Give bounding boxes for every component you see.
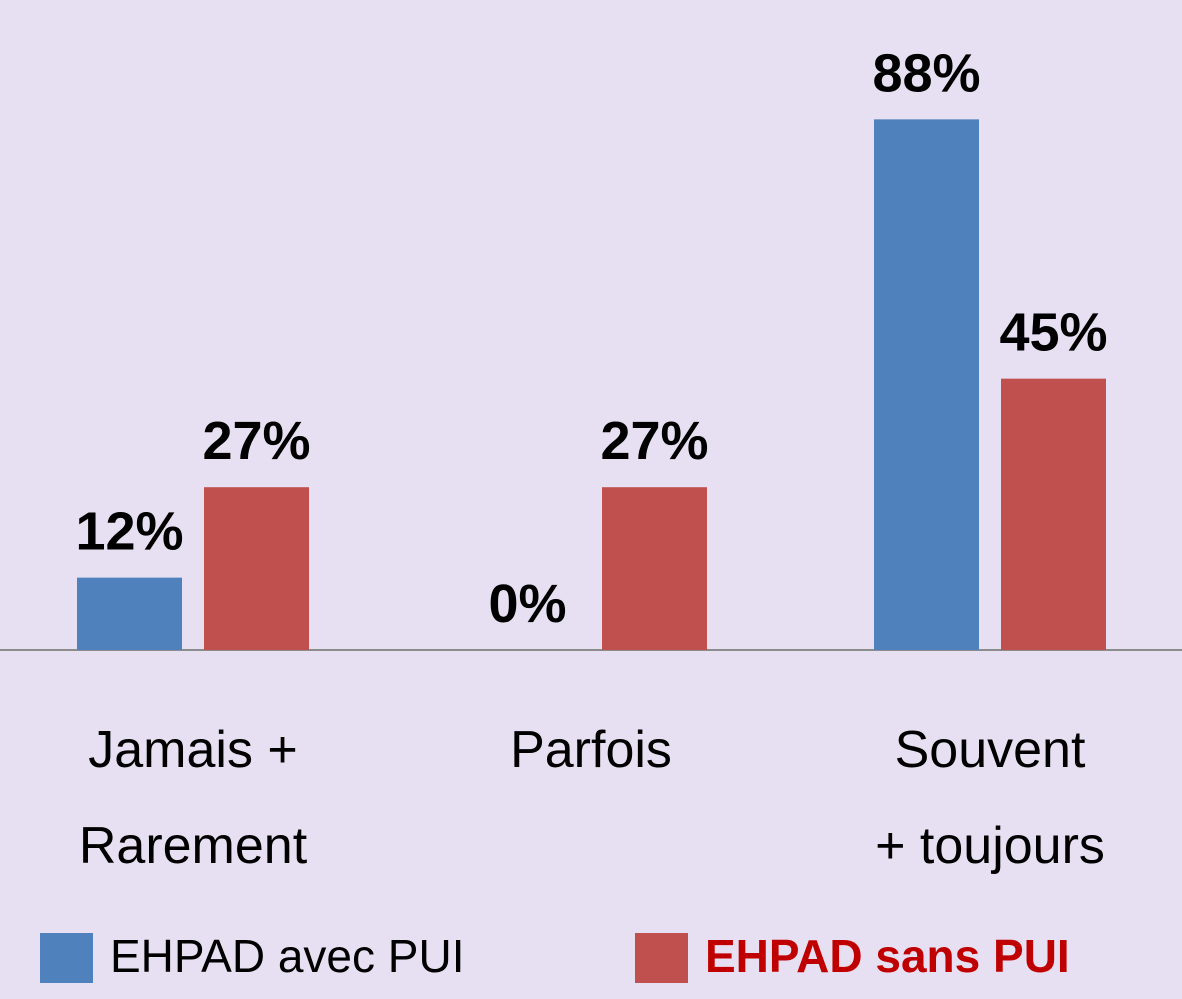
value-label: 88% (872, 43, 980, 103)
bar (874, 119, 979, 651)
legend-swatch (635, 933, 688, 983)
bar (602, 487, 707, 650)
value-label: 27% (600, 411, 708, 471)
bar (1001, 378, 1106, 650)
bar (77, 577, 182, 650)
x-tick-label: Jamais + Rarement (78, 721, 308, 875)
x-tick-label: Parfois (510, 721, 672, 779)
x-tick-label: Souvent + toujours (875, 721, 1105, 875)
value-label: 0% (488, 574, 566, 634)
value-label: 45% (999, 303, 1107, 363)
value-label: 27% (202, 411, 310, 471)
legend-label: EHPAD avec PUI (110, 930, 464, 982)
value-label: 12% (75, 502, 183, 562)
bar (204, 487, 309, 650)
legend-label: EHPAD sans PUI (705, 930, 1070, 982)
legend-swatch (40, 933, 93, 983)
